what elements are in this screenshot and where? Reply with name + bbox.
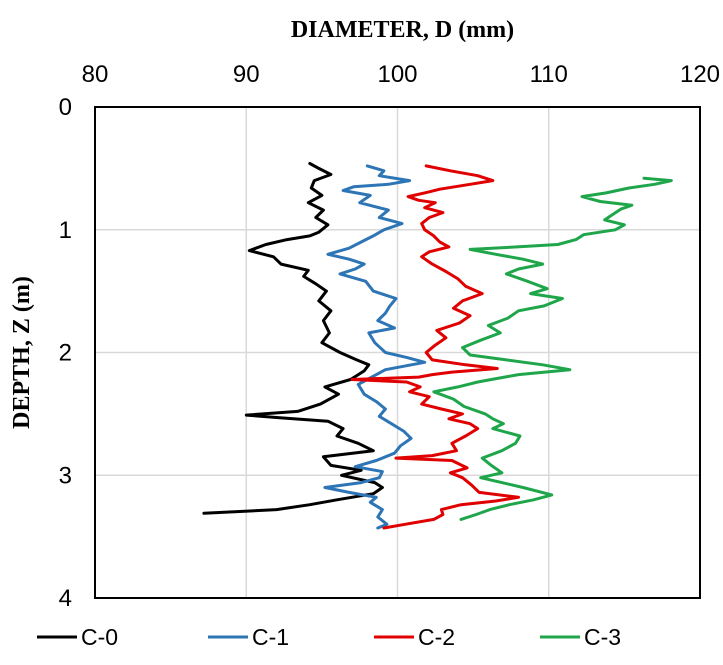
x-tick-label: 90 [233,61,260,88]
series-line-c-3 [432,176,673,521]
y-tick-label: 4 [59,585,72,612]
legend-label: C-0 [81,624,118,650]
y-axis-tick-labels: 0 1 2 3 4 [59,94,72,612]
x-tick-label: 120 [680,61,720,88]
legend: C-0 C-1 C-2 C-3 [37,624,621,650]
y-tick-label: 1 [59,217,72,244]
legend-label: C-3 [584,624,621,650]
grid-lines [95,107,700,598]
legend-label: C-2 [418,624,455,650]
series-line-c-0 [202,162,384,515]
series-line-c-1 [323,164,427,530]
series-line-c-2 [350,164,520,530]
y-tick-label: 0 [59,94,72,121]
plot-area-frame [94,106,701,599]
y-tick-label: 2 [59,340,72,367]
x-axis-title: DIAMETER, D (mm) [291,17,514,43]
y-axis-title: DEPTH, Z (m) [9,276,35,429]
x-tick-label: 100 [377,61,417,88]
x-tick-label: 80 [82,61,109,88]
y-tick-label: 3 [59,462,72,489]
legend-label: C-1 [252,624,289,650]
x-axis-tick-labels: 80 90 100 110 120 [82,61,720,88]
x-tick-label: 110 [530,61,568,88]
series-lines [202,162,673,530]
